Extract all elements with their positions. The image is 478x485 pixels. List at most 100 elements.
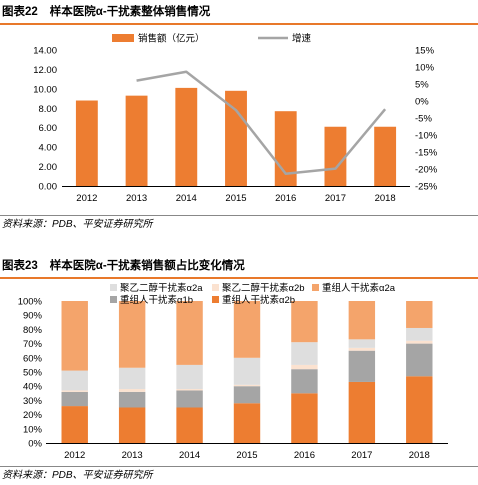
stack-segment-2017-4 — [348, 301, 376, 340]
y-axis-tick-label: 50% — [23, 368, 43, 379]
figure-23-header-rule — [0, 277, 478, 279]
stack-segment-2013-2 — [118, 389, 146, 392]
figure-22-title: 样本医院α-干扰素整体销售情况 — [49, 6, 211, 18]
stack-segment-2012-3 — [61, 370, 88, 391]
legend-sales-label: 销售额（亿元） — [138, 33, 205, 45]
figure-23-title: 样本医院α-干扰素销售额占比变化情况 — [49, 260, 245, 272]
stack-segment-2013-1 — [118, 391, 146, 408]
stack-segment-2016-2 — [291, 364, 318, 370]
stack-segment-2015-0 — [233, 403, 261, 443]
left-axis-tick-label: 12.00 — [33, 65, 57, 76]
sales-bar-2015 — [225, 90, 247, 186]
right-axis-tick-label: -25% — [415, 182, 438, 193]
y-axis-tick-label: 10% — [23, 424, 43, 435]
right-axis-tick-label: 5% — [415, 80, 429, 91]
x-axis-tick-label: 2017 — [325, 193, 346, 204]
x-axis-tick-label: 2014 — [176, 193, 197, 204]
x-axis-tick-label: 2015 — [225, 193, 246, 204]
stack-segment-2014-3 — [176, 364, 203, 390]
legend-swatch-3 — [110, 296, 117, 303]
legend-label-0: 聚乙二醇干扰素α2a — [120, 282, 203, 294]
legend-swatch-4 — [212, 296, 219, 303]
right-axis-tick-label: -10% — [415, 131, 438, 142]
stack-segment-2016-0 — [291, 393, 318, 443]
x-axis-tick-label: 2017 — [351, 450, 372, 461]
right-axis-tick-label: 0% — [415, 97, 429, 108]
figure-22-number: 图表22 — [2, 6, 38, 18]
y-axis-tick-label: 100% — [18, 297, 43, 308]
sales-bar-2014 — [175, 87, 198, 186]
legend-sales-swatch — [112, 34, 134, 42]
x-axis-tick-label: 2012 — [64, 450, 85, 461]
figure-23-header: 图表23 样本医院α-干扰素销售额占比变化情况 — [0, 256, 478, 276]
right-axis-tick-label: 10% — [415, 63, 435, 74]
stack-segment-2017-0 — [348, 381, 376, 443]
legend-swatch-2 — [312, 284, 319, 291]
figure-22-header-rule — [0, 23, 478, 25]
left-axis-tick-label: 0.00 — [39, 182, 58, 193]
y-axis-tick-label: 80% — [23, 325, 43, 336]
sales-bar-2018 — [374, 126, 397, 186]
figure-22-source: 资料来源：PDB、平安证券研究所 — [2, 219, 153, 230]
x-axis-tick-label: 2015 — [236, 450, 257, 461]
stack-segment-2013-3 — [118, 367, 146, 390]
left-axis-tick-label: 2.00 — [39, 162, 58, 173]
legend-growth-label: 增速 — [292, 33, 312, 45]
stack-segment-2013-4 — [118, 301, 146, 368]
stack-segment-2018-3 — [406, 327, 433, 341]
right-axis-tick-label: -5% — [415, 114, 432, 125]
x-axis-tick-label: 2018 — [375, 193, 396, 204]
stack-segment-2016-1 — [291, 369, 318, 394]
figure-22-chart: 0.00 2.00 4.00 6.00 8.00 10.00 12.00 14.00 15% 10… — [33, 33, 438, 205]
stack-segment-2018-4 — [406, 301, 433, 328]
x-axis-tick-label: 2013 — [122, 450, 143, 461]
figure-23-chart: 0% 10% 20% 30% 40% 50% 60% 70% 80% 90% 100% 2012 201… — [18, 282, 448, 461]
y-axis-tick-label: 30% — [23, 396, 43, 407]
legend-label-4: 重组人干扰素α2b — [222, 294, 295, 306]
figure-22-header: 图表22 样本医院α-干扰素整体销售情况 — [0, 2, 478, 22]
stack-segment-2015-1 — [233, 386, 261, 404]
x-axis-tick-label: 2012 — [76, 193, 97, 204]
x-axis-tick-label: 2013 — [126, 193, 147, 204]
figure-23-number: 图表23 — [2, 260, 38, 272]
stack-segment-2016-4 — [291, 301, 318, 343]
legend-swatch-0 — [110, 284, 117, 291]
stack-segment-2018-0 — [406, 376, 433, 443]
stack-segment-2012-1 — [61, 391, 88, 407]
legend-label-1: 聚乙二醇干扰素α2b — [222, 282, 305, 294]
x-axis-tick-label: 2018 — [409, 450, 430, 461]
stack-segment-2014-2 — [176, 389, 203, 391]
right-axis-tick-label: -15% — [415, 148, 438, 159]
stack-segment-2014-1 — [176, 390, 203, 408]
sales-bar-2012 — [75, 100, 98, 186]
x-axis-tick-label: 2016 — [294, 450, 315, 461]
growth-rate-line — [136, 70, 387, 176]
right-axis-tick-label: -20% — [415, 165, 438, 176]
y-axis-tick-label: 90% — [23, 311, 43, 322]
legend-label-2: 重组人干扰素α2a — [322, 282, 396, 294]
y-axis-tick-label: 70% — [23, 339, 43, 350]
stack-segment-2015-3 — [233, 357, 261, 385]
right-axis-tick-label: 15% — [415, 46, 435, 57]
y-axis-tick-label: 40% — [23, 382, 43, 393]
y-axis-tick-label: 60% — [23, 353, 43, 364]
stack-segment-2018-2 — [406, 340, 433, 344]
left-axis-tick-label: 14.00 — [33, 46, 57, 57]
stack-segment-2017-2 — [348, 347, 376, 351]
figure-22-footer-rule — [0, 215, 478, 216]
left-axis-tick-label: 8.00 — [39, 104, 58, 115]
sales-bar-2017 — [324, 126, 347, 186]
stack-segment-2017-1 — [348, 350, 376, 382]
stack-segment-2017-3 — [348, 339, 376, 348]
x-axis-tick-label: 2014 — [179, 450, 200, 461]
y-axis-tick-label: 0% — [28, 439, 42, 450]
legend-label-3: 重组人干扰素α1b — [120, 294, 193, 306]
y-axis-tick-label: 20% — [23, 410, 43, 421]
left-axis-tick-label: 10.00 — [33, 84, 57, 95]
stack-segment-2014-0 — [176, 407, 203, 443]
stack-segment-2012-4 — [61, 301, 88, 371]
stack-segment-2015-4 — [233, 301, 261, 358]
legend-swatch-1 — [212, 284, 219, 291]
stack-segment-2014-4 — [176, 301, 203, 365]
left-axis-tick-label: 6.00 — [39, 123, 58, 134]
